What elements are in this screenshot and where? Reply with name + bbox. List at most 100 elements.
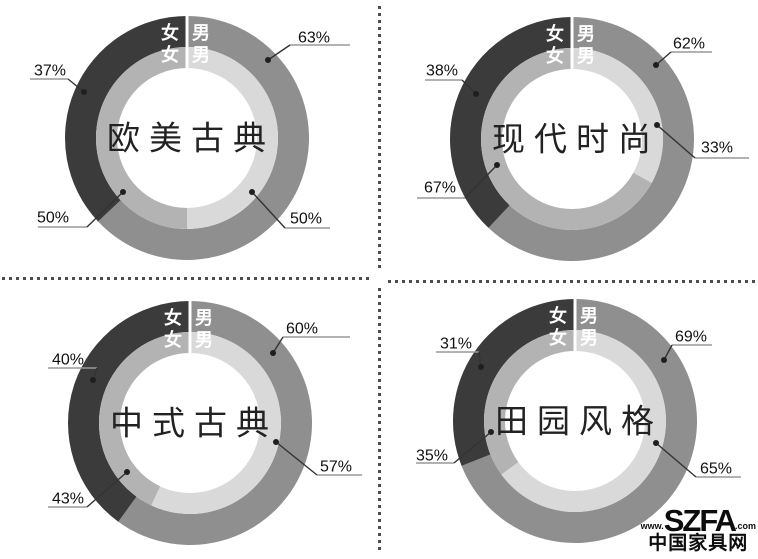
callout-dot — [249, 189, 255, 195]
callout-dot — [270, 350, 276, 356]
callout-outer-female: 40% — [48, 352, 98, 383]
segment-outer-female — [453, 299, 575, 466]
callout-dot — [273, 439, 279, 445]
callout-dot — [124, 469, 130, 475]
ring-label-outer-female: 女 — [546, 23, 564, 44]
ring-label-inner-male: 男 — [192, 45, 210, 65]
ring-label-outer-female: 女 — [161, 22, 179, 43]
ring-split-line — [188, 301, 192, 353]
donut-chart-1: 女男女 男欧美古典 37% 63% 50% 50% — [30, 16, 350, 260]
leader-line — [464, 164, 498, 199]
callout-label: 40% — [52, 352, 84, 369]
ring-label-outer-male: 男 — [580, 306, 598, 326]
segment-inner-male — [187, 47, 278, 229]
donut-chart-3: 女男女 男中式古典 40% 60% 43% 57% — [48, 301, 362, 545]
leader-line — [67, 78, 85, 93]
callout-label: 33% — [701, 140, 733, 157]
leader-line — [461, 79, 477, 95]
callout-dot — [81, 89, 87, 95]
segment-outer-female — [67, 301, 190, 522]
callout-inner-female: 67% — [417, 162, 500, 199]
leader-line — [86, 191, 124, 228]
ring-label-inner-female: 女 — [546, 45, 564, 66]
donut-chart-4: 女男女 男田园风格 31% 69% 35% 65% — [416, 299, 741, 543]
chart-title: 现代时尚 — [492, 121, 660, 158]
callout-label: 57% — [320, 459, 352, 476]
callout-outer-male: 69% — [661, 329, 712, 363]
ring-label-inner-male: 男 — [580, 328, 598, 348]
ring-label-inner-female: 女 — [161, 44, 179, 65]
callout-label: 50% — [37, 210, 69, 227]
callout-outer-male: 62% — [653, 36, 712, 68]
segment-outer-male — [98, 16, 310, 260]
leader-line — [453, 431, 492, 464]
ring-label-inner-female: 女 — [549, 327, 567, 348]
segment-outer-male — [488, 16, 695, 261]
callout-dot — [653, 62, 659, 68]
leader-line — [655, 51, 672, 66]
callout-label: 62% — [673, 36, 705, 53]
callout-label: 38% — [426, 63, 458, 80]
callout-label: 31% — [440, 336, 472, 353]
donut-chart-2: 女男女 男现代时尚 38% 62% 67% 33% — [417, 16, 749, 261]
divider-vertical-dotted-bottom — [378, 288, 381, 554]
callout-outer-female: 37% — [30, 63, 87, 95]
callout-dot — [661, 357, 667, 363]
leader-line — [251, 191, 286, 229]
segment-inner-female — [98, 332, 190, 506]
callout-inner-female: 50% — [37, 189, 126, 228]
callout-label: 35% — [416, 448, 448, 465]
leader-line — [655, 442, 697, 478]
segment-inner-male — [572, 48, 663, 183]
callout-inner-male: 65% — [653, 440, 741, 478]
callout-dot — [478, 364, 484, 370]
callout-dot — [120, 189, 126, 195]
leader-line — [275, 441, 318, 476]
ring-label-outer-male: 男 — [577, 24, 595, 44]
ring-label-outer-female: 女 — [164, 307, 182, 328]
chart-title: 欧美古典 — [107, 120, 275, 157]
divider-vertical-dotted-top — [378, 6, 381, 271]
logo-com-suffix: .com — [734, 521, 756, 531]
callout-label: 69% — [675, 329, 707, 346]
callout-outer-male: 60% — [270, 321, 350, 356]
callout-label: 37% — [34, 63, 66, 80]
ring-split-line — [185, 16, 189, 68]
callout-label: 50% — [290, 211, 322, 228]
callout-label: 43% — [52, 491, 84, 508]
callout-dot — [265, 57, 271, 63]
divider-horizontal-dotted-right — [388, 280, 756, 283]
segment-inner-male — [151, 332, 281, 514]
callout-dot — [653, 440, 659, 446]
callout-inner-male: 33% — [654, 122, 749, 159]
callout-label: 63% — [298, 30, 330, 47]
ring-label-outer-female: 女 — [549, 305, 567, 326]
callout-inner-male: 50% — [249, 189, 330, 229]
ring-label-outer-male: 男 — [192, 23, 210, 43]
ring-label-inner-female: 女 — [164, 329, 182, 350]
ring-split-line — [570, 17, 574, 69]
logo-site-name: 中国家具网 — [648, 533, 749, 554]
logo-www-prefix: www. — [640, 521, 664, 531]
callout-dot — [90, 377, 96, 383]
callout-dot — [473, 91, 479, 97]
divider-horizontal-dotted-left — [2, 277, 371, 280]
szfa-logo-row: www. SZFA .com — [640, 502, 756, 538]
szfa-logo: www. SZFA .com 中国家具网 — [640, 502, 756, 554]
callout-label: 65% — [700, 461, 732, 478]
leader-line — [267, 44, 291, 61]
logo-brand-text: SZFA — [663, 502, 737, 538]
callout-outer-male: 63% — [265, 30, 350, 63]
leader-line — [272, 336, 284, 354]
callout-inner-female: 43% — [48, 469, 130, 508]
segment-outer-male — [118, 301, 312, 545]
ring-label-outer-male: 男 — [195, 308, 213, 328]
chart-title: 中式古典 — [110, 405, 278, 442]
callout-outer-female: 31% — [436, 336, 484, 370]
callout-dot — [654, 122, 660, 128]
callout-dot — [488, 429, 494, 435]
callout-inner-female: 35% — [416, 429, 494, 465]
callout-outer-female: 38% — [425, 63, 479, 97]
ring-label-inner-male: 男 — [195, 330, 213, 350]
